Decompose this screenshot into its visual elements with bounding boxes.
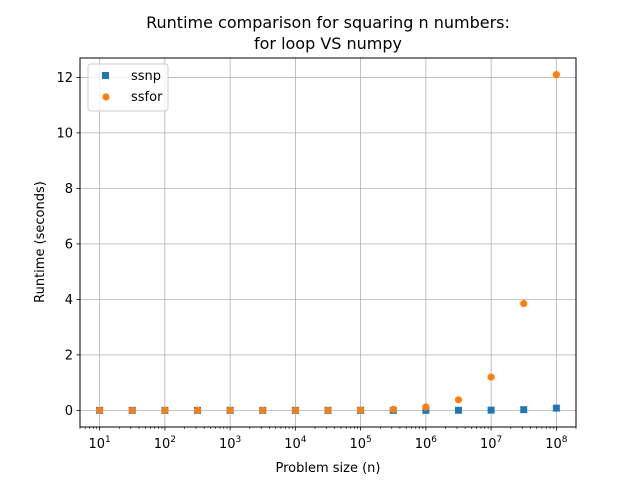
x-tick-label: 102 — [154, 435, 176, 452]
legend-marker-ssfor — [102, 93, 110, 101]
point-ssfor — [389, 405, 397, 413]
point-ssfor — [487, 373, 495, 381]
y-tick-label: 4 — [65, 293, 73, 308]
y-tick-label: 8 — [65, 182, 73, 197]
x-tick-label: 101 — [89, 435, 111, 452]
y-tick-label: 12 — [56, 71, 73, 86]
point-ssfor — [193, 406, 202, 414]
y-tick-label: 0 — [65, 404, 73, 419]
point-ssfor — [520, 299, 528, 308]
chart-title-line-2: for loop VS numpy — [254, 34, 402, 53]
legend-label-ssfor: ssfor — [131, 90, 163, 105]
y-axis-label: Runtime (seconds) — [33, 181, 48, 303]
x-axis-ticks: 101 102 103 104 105 106 107 108 — [79, 427, 577, 452]
point-ssfor — [128, 406, 136, 414]
plot-area-frame — [79, 57, 577, 428]
point-ssnp — [487, 406, 495, 414]
y-tick-label: 6 — [65, 237, 73, 252]
point-ssfor — [324, 406, 332, 414]
point-ssfor — [96, 406, 104, 414]
x-tick-label: 107 — [480, 435, 502, 452]
x-tick-label: 103 — [219, 435, 241, 452]
point-ssnp — [552, 404, 560, 412]
point-ssfor — [552, 71, 560, 79]
point-ssfor — [259, 406, 267, 414]
point-ssfor — [357, 406, 365, 414]
legend-label-ssnp: ssnp — [131, 69, 161, 84]
y-tick-label: 2 — [65, 348, 73, 363]
point-ssfor — [226, 406, 234, 414]
point-ssfor — [454, 396, 463, 404]
x-tick-label: 104 — [284, 435, 307, 452]
chart-title-line-1: Runtime comparison for squaring n number… — [146, 13, 510, 32]
point-ssfor — [291, 406, 299, 414]
point-ssnp — [520, 406, 528, 414]
point-ssfor — [422, 403, 430, 411]
x-tick-label: 105 — [349, 435, 371, 452]
x-tick-label: 108 — [545, 435, 568, 452]
point-ssnp — [454, 406, 462, 414]
x-tick-label: 106 — [415, 435, 438, 452]
data-points — [96, 71, 560, 414]
x-axis-label: Problem size (n) — [275, 461, 380, 476]
legend: ssnp ssfor — [87, 63, 169, 112]
legend-marker-ssnp — [102, 72, 109, 79]
y-tick-label: 10 — [56, 126, 73, 141]
point-ssfor — [161, 406, 169, 414]
y-axis-ticks: 0 2 4 6 8 10 12 — [56, 71, 80, 419]
